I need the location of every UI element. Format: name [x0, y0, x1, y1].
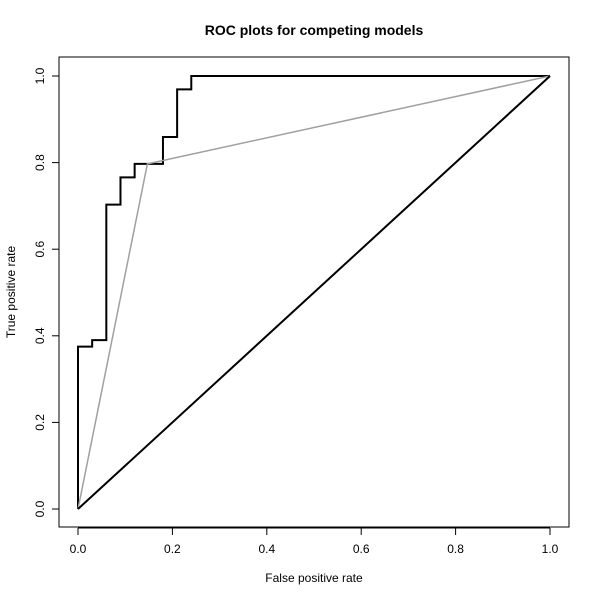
- y-tick-label: 0.8: [33, 154, 47, 171]
- y-tick-label: 0.2: [33, 414, 47, 431]
- y-tick-label: 0.4: [33, 327, 47, 344]
- y-tick-label: 1.0: [33, 67, 47, 84]
- series-line-3: [77, 75, 551, 510]
- series-layer: [77, 75, 551, 510]
- y-tick-label: 0.0: [33, 500, 47, 517]
- y-axis-label: True positive rate: [4, 246, 18, 339]
- x-tick-label: 0.2: [164, 542, 181, 556]
- x-tick-label: 0.6: [353, 542, 370, 556]
- series-line-2: [77, 75, 551, 510]
- chart-title: ROC plots for competing models: [205, 22, 424, 38]
- x-tick-label: 0.4: [258, 542, 275, 556]
- axes-layer: 0.0 0.2 0.4 0.6 0.8 1.0 0.0 0.2 0.4 0.6 0.8 1.0: [33, 67, 559, 556]
- y-tick-label: 0.6: [33, 241, 47, 258]
- x-tick-label: 0.0: [70, 542, 87, 556]
- series-line-1: [77, 75, 550, 509]
- x-tick-label: 0.8: [447, 542, 464, 556]
- x-tick-label: 1.0: [542, 542, 559, 556]
- x-axis-label: False positive rate: [265, 571, 363, 585]
